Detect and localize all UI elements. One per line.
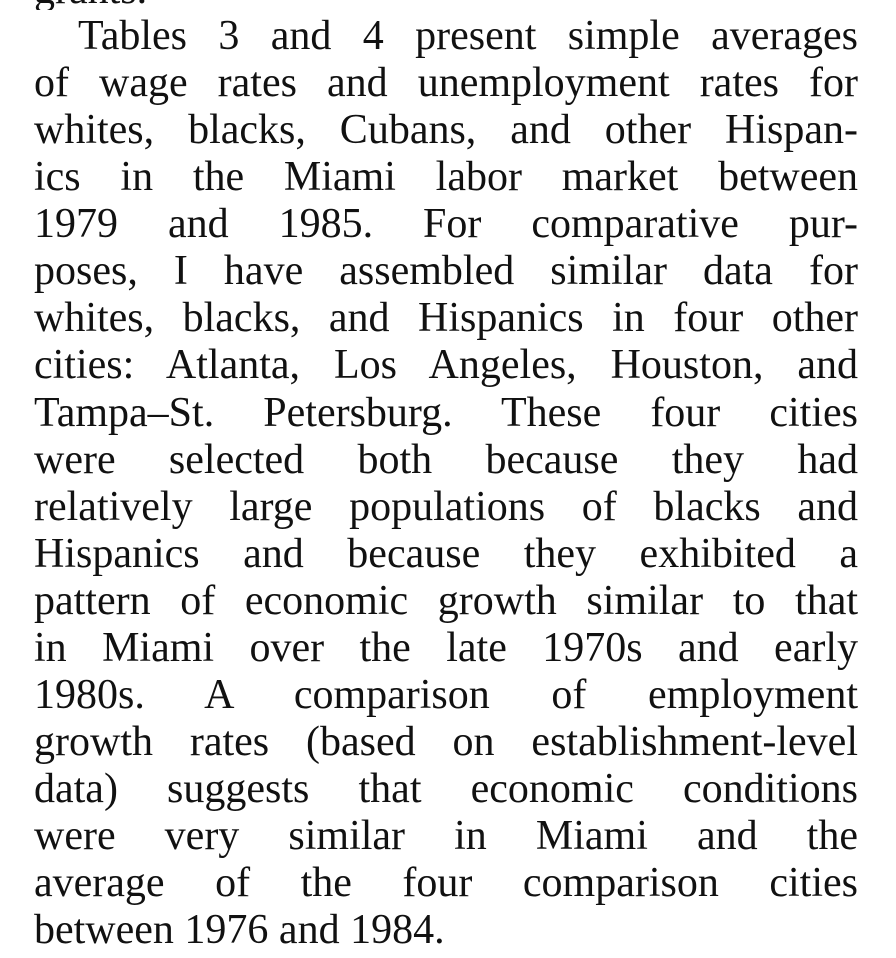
paragraph-line: in Miami over the late 1970s and early — [34, 625, 858, 671]
paragraph-line: Tampa–St. Petersburg. These four cities — [34, 390, 858, 436]
paragraph-line: 1980s. A comparison of employment — [34, 672, 858, 718]
paragraph-line: cities: Atlanta, Los Angeles, Houston, a… — [34, 342, 858, 388]
paragraph-line: poses, I have assembled similar data for — [34, 248, 858, 294]
paragraph-line: were very similar in Miami and the — [34, 813, 858, 859]
paragraph-line: average of the four comparison cities — [34, 860, 858, 906]
paragraph-line: growth rates (based on establishment-lev… — [34, 719, 858, 765]
paragraph-line: pattern of economic growth similar to th… — [34, 578, 858, 624]
paragraph-line: whites, blacks, and Hispanics in four ot… — [34, 295, 858, 341]
paragraph-line: relatively large populations of blacks a… — [34, 484, 858, 530]
paragraph-line: Hispanics and because they exhibited a — [34, 531, 858, 577]
paragraph-line: Tables 3 and 4 present simple averages — [78, 13, 858, 59]
paragraph-line: whites, blacks, Cubans, and other Hispan… — [34, 107, 858, 153]
paragraph-line: 1979 and 1985. For comparative pur- — [34, 201, 858, 247]
paragraph-line: ics in the Miami labor market between — [34, 154, 858, 200]
paragraph-line: data) suggests that economic conditions — [34, 766, 858, 812]
paragraph-line: between 1976 and 1984. — [34, 907, 445, 953]
paragraph-line: of wage rates and unemployment rates for — [34, 60, 858, 106]
cut-off-previous-line: grants. — [34, 0, 147, 10]
paragraph-line: were selected both because they had — [34, 437, 858, 483]
